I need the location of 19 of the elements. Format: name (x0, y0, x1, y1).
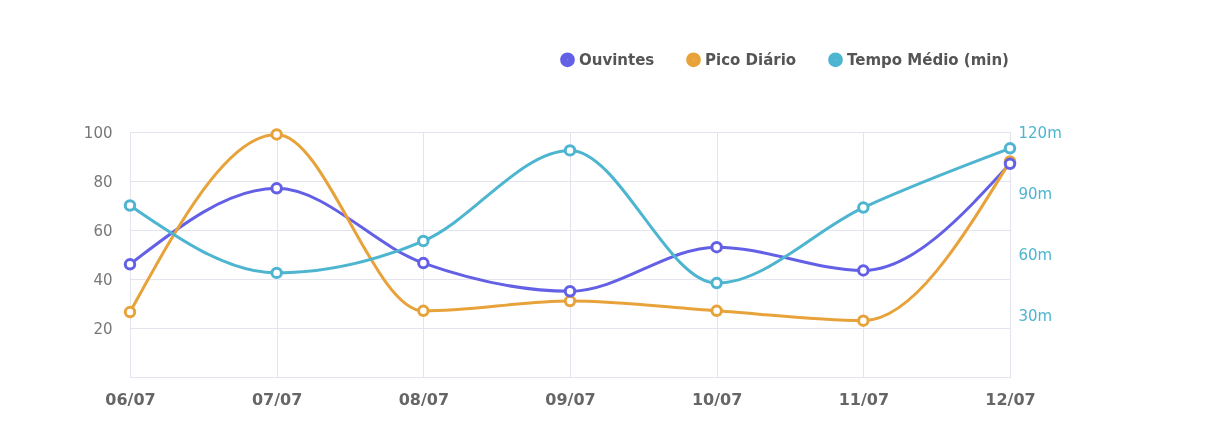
y-tick-label: 40 (93, 270, 113, 289)
y-tick-label: 100 (83, 123, 113, 142)
y-tick-label: 20 (93, 319, 113, 338)
x-tick-label: 09/07 (545, 389, 596, 409)
legend-label: Tempo Médio (min) (847, 50, 1009, 69)
y2-tick-label: 60m (1018, 246, 1053, 264)
y2-tick-label: 30m (1018, 307, 1053, 326)
x-tick-label: 08/07 (398, 389, 450, 409)
x-tick-label: 07/07 (251, 389, 303, 409)
y2-tick-label: 90m (1018, 184, 1053, 203)
legend-label: Pico Diário (705, 50, 797, 69)
x-tick-label: 12/07 (985, 389, 1036, 409)
y2-tick-label: 120m (1018, 123, 1062, 142)
legend-label: Ouvintes (579, 50, 655, 69)
y-tick-label: 60 (93, 221, 113, 240)
y-tick-label: 80 (93, 172, 113, 191)
x-tick-label: 06/07 (105, 389, 156, 409)
x-tick-label: 11/07 (838, 389, 890, 409)
x-tick-label: 10/07 (691, 389, 743, 409)
